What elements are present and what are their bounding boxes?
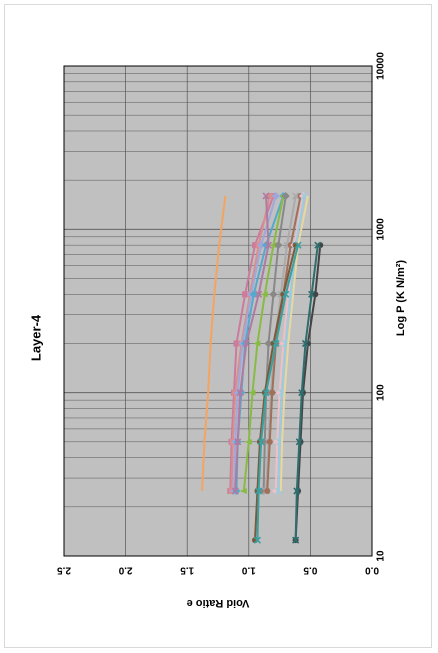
x-axis-label: Log P (K N/m²)	[395, 260, 407, 337]
data-point	[274, 241, 283, 250]
data-point	[298, 389, 306, 397]
x-tick-label: 100	[376, 384, 387, 401]
data-point	[264, 241, 273, 249]
series-layer	[200, 191, 324, 544]
data-point	[299, 191, 308, 200]
data-point	[314, 241, 322, 249]
data-point	[266, 192, 273, 199]
chart-title: Layer-4	[29, 314, 44, 361]
data-point	[260, 291, 268, 298]
plot-border	[63, 65, 373, 557]
data-point	[269, 389, 276, 396]
data-point	[271, 191, 280, 200]
data-point	[242, 339, 250, 348]
series-17	[253, 241, 302, 544]
data-point	[301, 339, 310, 348]
series-7	[239, 192, 287, 495]
data-point	[253, 536, 261, 544]
data-point	[292, 536, 300, 544]
data-point	[248, 389, 256, 396]
data-point	[282, 290, 290, 298]
data-point	[253, 340, 261, 347]
data-point	[292, 192, 300, 200]
data-point	[269, 242, 277, 249]
data-point	[251, 242, 258, 249]
data-point	[262, 192, 270, 200]
y-tick-label: 1.0	[241, 565, 255, 576]
y-tick-label: 1.5	[180, 565, 194, 576]
tick-labels: 10 100 1000 10000 0.0 0.5 1.0 1.5 2.0 2.5	[57, 52, 387, 576]
data-point	[239, 488, 247, 495]
x-tick-label: 10	[376, 550, 387, 562]
data-point	[233, 340, 240, 347]
data-point	[294, 241, 302, 249]
y-tick-label: 0.0	[365, 565, 379, 576]
series-line	[200, 195, 227, 492]
data-point	[281, 191, 290, 200]
series-15	[292, 241, 322, 544]
data-point	[269, 290, 278, 299]
y-tick-label: 0.5	[303, 565, 317, 576]
data-point	[255, 487, 263, 495]
data-point	[257, 438, 265, 446]
data-point	[272, 339, 280, 348]
data-point	[262, 389, 270, 397]
x-tick-label: 1000	[376, 218, 387, 241]
data-point	[242, 291, 249, 298]
data-point	[231, 487, 239, 495]
data-point	[234, 438, 242, 446]
page-frame	[4, 4, 432, 648]
y-tick-label: 2.5	[57, 565, 71, 576]
series-1	[200, 195, 227, 492]
y-tick-label: 2.0	[118, 565, 132, 576]
data-point	[264, 339, 273, 348]
plot-area	[64, 66, 372, 556]
x-tick-label: 10000	[376, 52, 387, 80]
data-point	[308, 290, 316, 298]
y-axis-label: Void Ratio e	[187, 597, 250, 609]
data-point	[293, 487, 301, 495]
data-point	[266, 438, 273, 445]
data-point	[300, 192, 308, 200]
data-point	[295, 438, 303, 446]
data-point	[244, 438, 252, 445]
data-point	[264, 488, 271, 495]
data-point	[257, 241, 266, 250]
data-point	[255, 290, 263, 298]
data-point	[236, 389, 244, 397]
series-6	[231, 192, 273, 495]
